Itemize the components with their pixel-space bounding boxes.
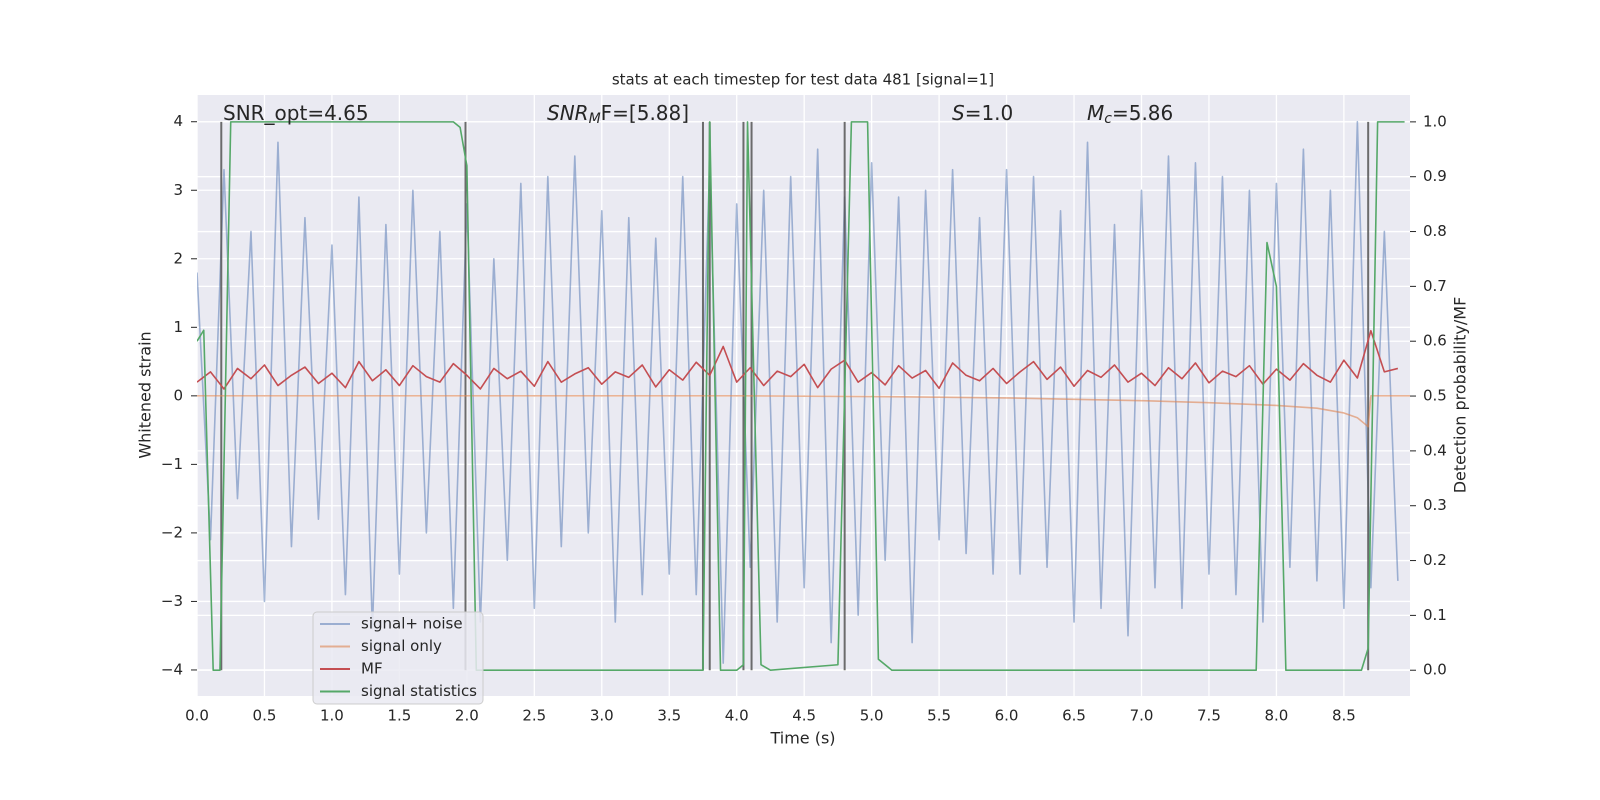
x-tick-label: 2.0	[455, 707, 479, 725]
legend-label: MF	[361, 660, 383, 678]
x-tick-label: 8.0	[1264, 707, 1288, 725]
annotation-part: =1.0	[965, 101, 1014, 125]
y2-tick-label: 0.8	[1423, 222, 1447, 240]
annotation-part: M	[589, 111, 601, 127]
y2-tick-label: 0.5	[1423, 387, 1447, 405]
chart-title: stats at each timestep for test data 481…	[612, 71, 994, 89]
series-line	[197, 121, 1405, 672]
legend: signal+ noise signal only MF signal statist…	[312, 611, 484, 705]
annotation-part: S	[952, 101, 965, 125]
y-tick-label: 2	[173, 249, 183, 267]
annotation: Mc=5.86	[1087, 101, 1173, 128]
legend-label: signal+ noise	[361, 615, 463, 633]
plot-marks	[197, 120, 1410, 672]
annotation-part: =5.86	[1112, 101, 1173, 125]
y-tick-label: 3	[173, 181, 183, 199]
axes: 0.0 0.5 1.0 1.5 2.0 2.5 3.0 3.5 4.0 4.5 5.0 5.5 6.0 6…	[161, 101, 1447, 725]
y2-axis-label: Detection probability/MF	[1451, 297, 1470, 494]
annotation: SNR_opt=4.65	[223, 101, 369, 125]
y2-tick-label: 0.1	[1423, 606, 1447, 624]
x-tick-label: 2.5	[522, 707, 546, 725]
y2-tick-label: 0.9	[1423, 167, 1447, 185]
y-tick-label: 0	[173, 386, 183, 404]
x-tick-label: 5.0	[860, 707, 884, 725]
y2-tick-label: 0.4	[1423, 441, 1447, 459]
y-tick-label: 4	[173, 112, 183, 130]
y-axis-label: Whitened strain	[136, 331, 155, 458]
x-tick-label: 3.0	[590, 707, 614, 725]
series-line	[197, 120, 1399, 664]
y-tick-label: −4	[161, 660, 183, 678]
x-tick-label: 1.0	[320, 707, 344, 725]
y2-tick-label: 1.0	[1423, 112, 1447, 130]
x-tick-label: 7.5	[1197, 707, 1221, 725]
y2-tick-label: 0.3	[1423, 496, 1447, 514]
legend-label: signal statistics	[361, 682, 477, 700]
y2-tick-label: 0.0	[1423, 661, 1447, 679]
y-tick-label: −2	[161, 523, 183, 541]
x-axis-label: Time (s)	[769, 729, 835, 748]
series-line	[197, 395, 1410, 428]
x-tick-label: 5.5	[927, 707, 951, 725]
annotation-part: M	[1087, 101, 1104, 125]
annotation: S=1.0	[952, 101, 1013, 125]
x-tick-label: 8.5	[1332, 707, 1356, 725]
annotation-part: c	[1104, 111, 1112, 127]
legend-box	[312, 611, 484, 705]
annotation-part: SNR	[547, 101, 589, 125]
y2-tick-label: 0.7	[1423, 277, 1447, 295]
legend-label: signal only	[361, 637, 442, 655]
y-tick-label: −1	[161, 455, 183, 473]
x-tick-label: 4.5	[792, 707, 816, 725]
x-tick-label: 4.0	[725, 707, 749, 725]
x-tick-label: 1.5	[387, 707, 411, 725]
x-tick-label: 7.0	[1130, 707, 1154, 725]
series-line	[197, 329, 1399, 390]
annotation-part: SNR_opt=4.65	[223, 101, 369, 125]
x-tick-label: 6.0	[995, 707, 1019, 725]
annotation-part: F=[5.88]	[601, 101, 689, 125]
y-tick-label: −3	[161, 592, 183, 610]
x-tick-label: 0.0	[185, 707, 209, 725]
y2-tick-label: 0.2	[1423, 551, 1447, 569]
annotation: SNRMF=[5.88]	[547, 101, 689, 128]
x-tick-label: 0.5	[253, 707, 277, 725]
x-tick-label: 6.5	[1062, 707, 1086, 725]
x-tick-label: 3.5	[657, 707, 681, 725]
y-tick-label: 1	[173, 318, 183, 336]
y2-tick-label: 0.6	[1423, 332, 1447, 350]
